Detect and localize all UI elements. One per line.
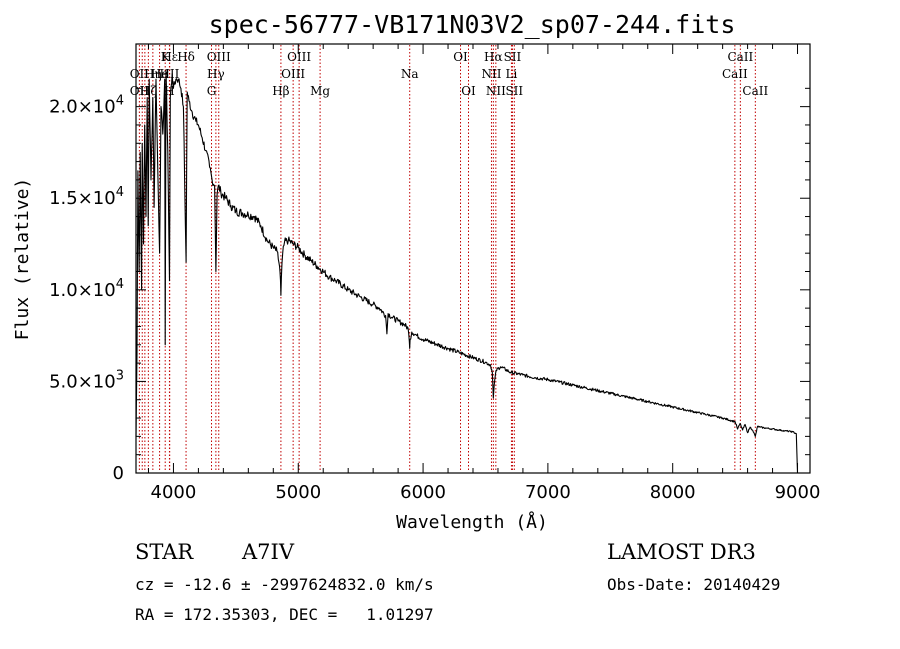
y-axis-label: Flux (relative) bbox=[12, 178, 33, 341]
line-label: Hη bbox=[144, 67, 162, 81]
line-label: CaII bbox=[722, 67, 748, 81]
redshift-cz: cz = -12.6 ± -2997624832.0 km/s bbox=[135, 575, 434, 594]
y-tick-label: 1.5×104 bbox=[49, 185, 124, 209]
y-tick-label: 0 bbox=[113, 463, 124, 484]
x-tick-label: 8000 bbox=[650, 482, 696, 503]
y-tick-label: 1.0×104 bbox=[49, 277, 124, 301]
line-label: Li bbox=[506, 67, 518, 81]
line-label: Hα bbox=[484, 50, 503, 64]
line-label: SII bbox=[505, 84, 523, 98]
x-axis-ticks: 4000 5000 6000 7000 8000 9000 bbox=[147, 44, 821, 503]
x-tick-label: 6000 bbox=[400, 482, 446, 503]
line-label: G bbox=[207, 84, 217, 98]
line-label: Hγ bbox=[207, 67, 225, 81]
x-tick-label: 4000 bbox=[151, 482, 197, 503]
object-subclass: A7IV bbox=[242, 540, 294, 564]
line-label: HII bbox=[159, 67, 179, 81]
y-tick-label: 5.0×103 bbox=[49, 368, 124, 392]
y-tick-mantissa: 0 bbox=[113, 463, 124, 484]
chart-title: spec-56777-VB171N03V2_sp07-244.fits bbox=[209, 10, 736, 39]
spectrum-series-line bbox=[135, 69, 799, 474]
x-tick-label: 5000 bbox=[275, 482, 321, 503]
line-label: OIII bbox=[287, 50, 311, 64]
line-label: OIII bbox=[281, 67, 305, 81]
line-label: OIII bbox=[207, 50, 231, 64]
line-label: K bbox=[161, 50, 171, 64]
line-label: Hδ bbox=[177, 50, 195, 64]
y-tick-mantissa: 5.0×10 bbox=[49, 371, 116, 392]
line-label: Na bbox=[401, 67, 419, 81]
y-tick-label: 2.0×104 bbox=[49, 94, 124, 118]
ra-dec: RA = 172.35303, DEC = 1.01297 bbox=[135, 605, 434, 624]
line-label: SII bbox=[504, 50, 522, 64]
line-label: OI bbox=[453, 50, 468, 64]
line-label: OII bbox=[130, 67, 150, 81]
line-label: OI bbox=[461, 84, 476, 98]
observation-date: Obs-Date: 20140429 bbox=[607, 575, 781, 594]
x-tick-label: 9000 bbox=[775, 482, 821, 503]
y-tick-exponent: 4 bbox=[116, 185, 124, 200]
y-tick-exponent: 4 bbox=[116, 94, 124, 109]
line-label: H bbox=[164, 84, 174, 98]
line-label: Hβ bbox=[272, 84, 289, 98]
line-label: NII bbox=[481, 67, 501, 81]
line-label: Mg bbox=[310, 84, 330, 98]
line-label: OII bbox=[130, 84, 150, 98]
line-label: CaII bbox=[727, 50, 753, 64]
y-tick-exponent: 4 bbox=[116, 277, 124, 292]
spectral-line-markers bbox=[138, 45, 756, 472]
x-tick-label: 7000 bbox=[525, 482, 571, 503]
line-label: NII bbox=[486, 84, 506, 98]
y-tick-mantissa: 2.0×10 bbox=[49, 97, 116, 118]
line-label: CaII bbox=[742, 84, 768, 98]
x-axis-label: Wavelength (Å) bbox=[396, 511, 548, 533]
y-tick-mantissa: 1.0×10 bbox=[49, 280, 116, 301]
object-type: STAR bbox=[135, 540, 194, 564]
y-tick-exponent: 3 bbox=[116, 368, 124, 383]
plot-frame bbox=[135, 43, 811, 474]
line-label: He bbox=[151, 67, 169, 81]
y-tick-mantissa: 1.5×10 bbox=[49, 188, 116, 209]
survey-name: LAMOST DR3 bbox=[607, 540, 756, 564]
